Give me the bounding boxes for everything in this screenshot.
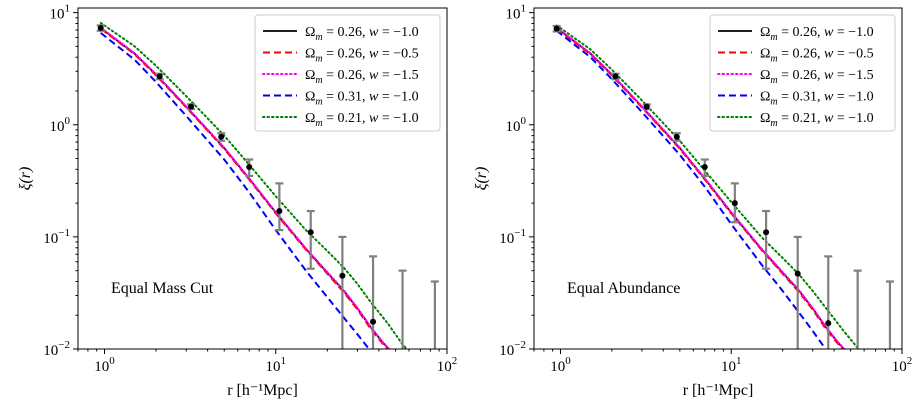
legend-label: Ωm = 0.21, w = −1.0	[760, 111, 874, 129]
legend-label: Ωm = 0.31, w = −1.0	[760, 90, 874, 108]
y-axis-label: ξ(r)	[17, 167, 34, 191]
y-tick-label: 100	[506, 115, 527, 135]
y-tick-label: 10−1	[499, 227, 526, 247]
y-tick-label: 101	[50, 3, 71, 23]
data-point	[825, 320, 832, 327]
legend-box	[709, 14, 896, 132]
data-point	[701, 164, 708, 171]
legend-label: Ωm = 0.26, w = −0.5	[760, 47, 874, 65]
legend-label: Ωm = 0.26, w = −0.5	[305, 47, 419, 65]
legend-box	[254, 14, 441, 132]
y-tick-label: 10−1	[43, 227, 70, 247]
legend-label: Ωm = 0.31, w = −1.0	[305, 90, 419, 108]
data-point	[612, 73, 619, 80]
data-point	[246, 164, 253, 171]
data-point	[188, 103, 195, 110]
legend-label: Ωm = 0.26, w = −1.5	[305, 68, 419, 86]
axes-frame	[77, 7, 448, 350]
panel-right: 100 101 102 101 100 10−1 10−2 r [h⁻¹Mpc] ξ(r) Equ…	[473, 3, 913, 399]
x-tick-label: 102	[892, 355, 913, 375]
data-point	[339, 272, 346, 279]
legend-label: Ωm = 0.21, w = −1.0	[305, 111, 419, 129]
y-tick-label: 10−2	[43, 339, 70, 359]
data-point	[673, 133, 680, 140]
legend-label: Ωm = 0.26, w = −1.0	[760, 25, 874, 43]
y-tick-label: 10−2	[499, 339, 526, 359]
data-point	[156, 73, 163, 80]
panel-annotation: Equal Mass Cut	[111, 280, 214, 297]
series-line-4	[99, 21, 409, 349]
panel-left: 100 101 102 101 100 10−1 10−2 r [h⁻¹Mpc] ξ(r) Equ…	[17, 3, 458, 399]
legend: Ωm = 0.26, w = −1.0 Ωm = 0.26, w = −0.5 Ωm…	[709, 14, 896, 132]
axes-frame	[533, 7, 903, 350]
x-tick-label: 101	[721, 355, 742, 375]
x-tick-label: 102	[437, 355, 458, 375]
data-point	[855, 363, 861, 369]
y-axis-label: ξ(r)	[473, 167, 490, 191]
panel-annotation: Equal Abundance	[567, 280, 680, 297]
x-axis-label: r [h⁻¹Mpc]	[683, 382, 754, 399]
y-tick-label: 101	[506, 3, 527, 23]
x-tick-label: 101	[266, 355, 287, 375]
series-line-2	[555, 26, 846, 349]
x-tick-label: 100	[94, 355, 115, 375]
plot-area	[552, 24, 894, 369]
data-point	[218, 133, 225, 140]
series-line-4	[555, 24, 861, 349]
data-point	[763, 229, 770, 236]
data-point	[400, 363, 406, 369]
x-axis-label: r [h⁻¹Mpc]	[227, 382, 298, 399]
data-point	[370, 318, 377, 325]
data-point	[97, 24, 104, 31]
data-point	[307, 229, 314, 236]
plot-area	[96, 21, 439, 369]
legend-label: Ωm = 0.26, w = −1.0	[305, 25, 419, 43]
series-line-2	[99, 26, 391, 349]
data-point	[794, 270, 801, 277]
data-point	[276, 208, 283, 215]
data-point	[731, 200, 738, 207]
data-point	[643, 103, 650, 110]
data-point	[553, 25, 560, 32]
legend-label: Ωm = 0.26, w = −1.5	[760, 68, 874, 86]
legend: Ωm = 0.26, w = −1.0 Ωm = 0.26, w = −0.5 Ωm…	[254, 14, 441, 132]
y-tick-label: 100	[50, 115, 71, 135]
x-tick-label: 100	[550, 355, 571, 375]
